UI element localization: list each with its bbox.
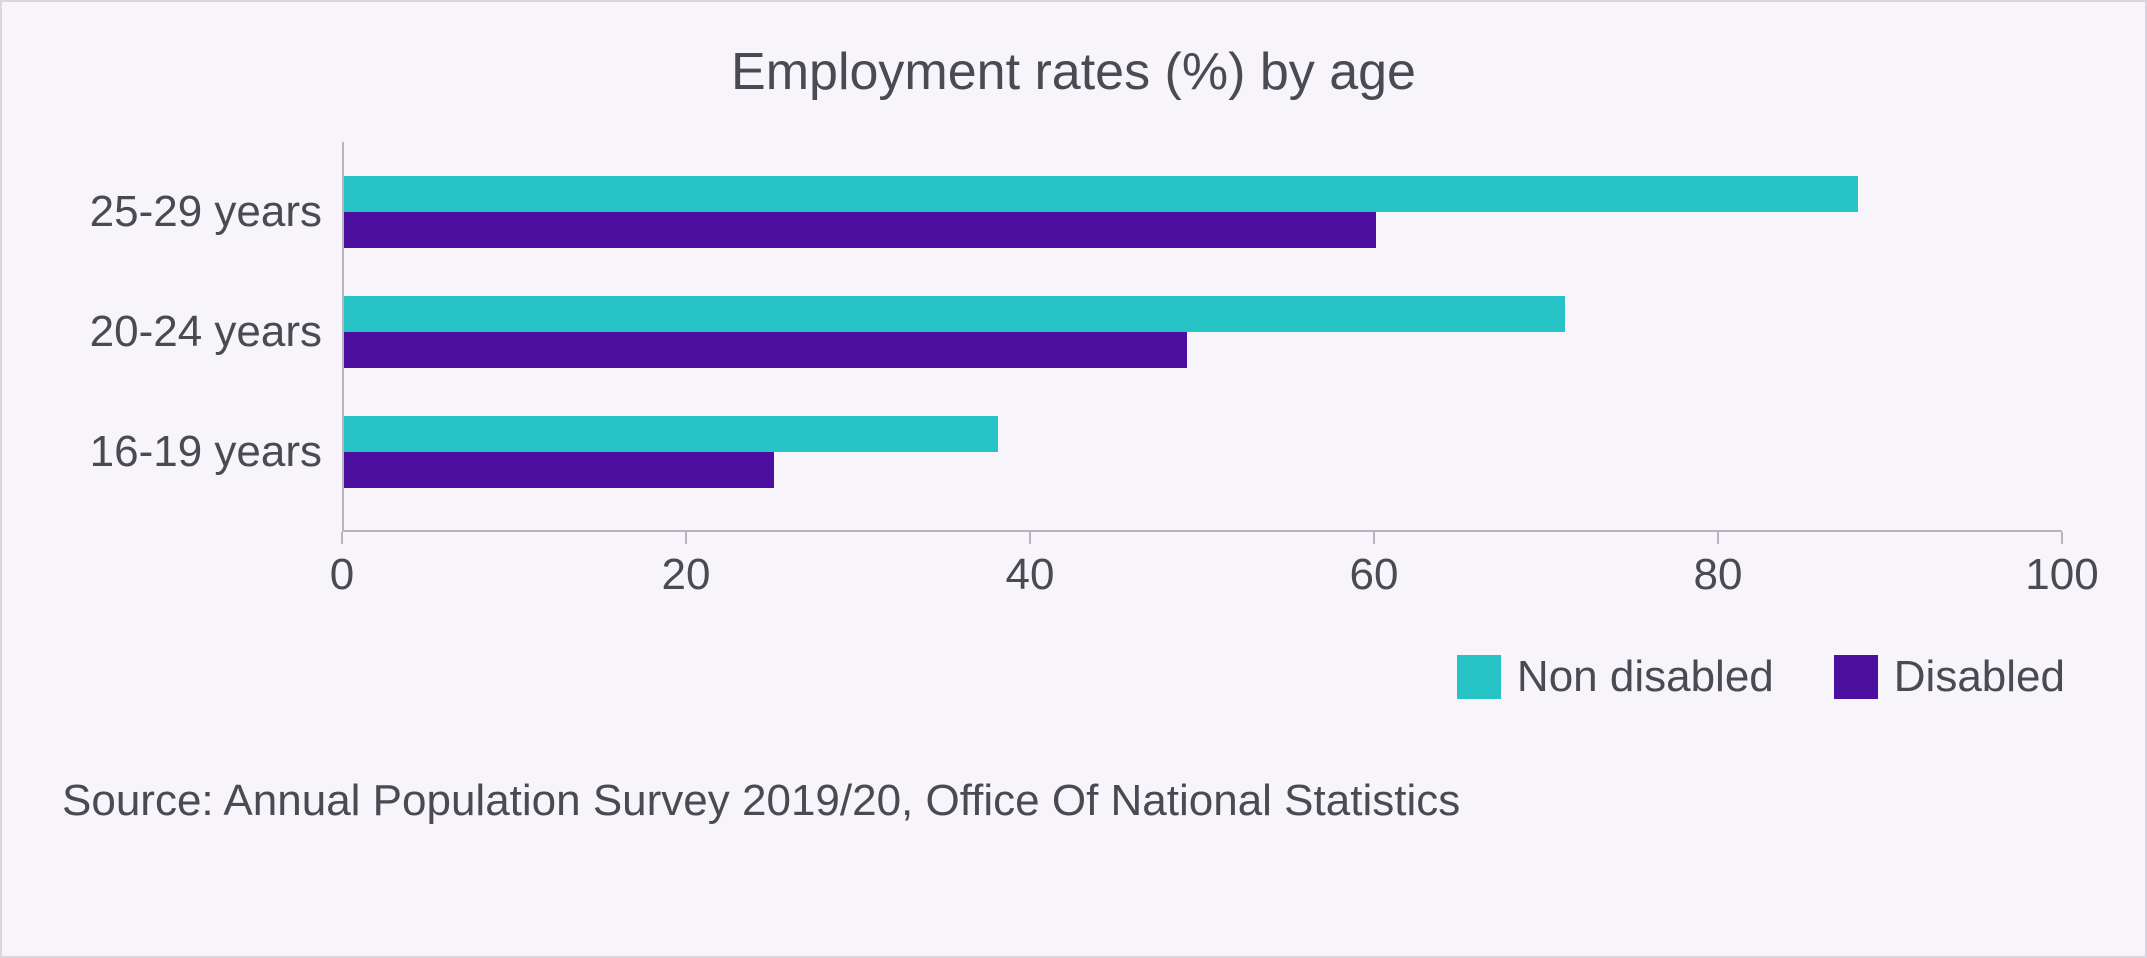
legend-label: Disabled xyxy=(1894,652,2065,702)
x-tick-label: 100 xyxy=(2025,550,2098,600)
category-row: 25-29 years xyxy=(62,152,2085,272)
chart-card: Employment rates (%) by age 25-29 years 2… xyxy=(0,0,2147,958)
y-axis-label: 25-29 years xyxy=(62,187,322,237)
legend: Non disabled Disabled xyxy=(62,652,2085,710)
x-tick-mark xyxy=(1373,532,1375,544)
bar-non-disabled xyxy=(344,296,1565,332)
category-row: 20-24 years xyxy=(62,272,2085,392)
bar-disabled xyxy=(344,212,1376,248)
legend-swatch xyxy=(1457,655,1501,699)
x-tick-label: 20 xyxy=(662,550,711,600)
x-tick-label: 0 xyxy=(330,550,354,600)
bar-non-disabled xyxy=(344,416,998,452)
bar-disabled xyxy=(344,452,774,488)
y-axis-label: 20-24 years xyxy=(62,307,322,357)
bar-disabled xyxy=(344,332,1187,368)
category-row: 16-19 years xyxy=(62,392,2085,512)
bar-non-disabled xyxy=(344,176,1858,212)
x-tick-label: 80 xyxy=(1694,550,1743,600)
x-tick-label: 40 xyxy=(1006,550,1055,600)
plot-area: 25-29 years20-24 years16-19 years 020406… xyxy=(62,142,2085,562)
legend-swatch xyxy=(1834,655,1878,699)
x-tick-mark xyxy=(685,532,687,544)
legend-item: Non disabled xyxy=(1457,652,1774,702)
x-axis-ticks: 020406080100 xyxy=(342,532,2062,592)
source-note: Source: Annual Population Survey 2019/20… xyxy=(62,770,1662,832)
x-tick-mark xyxy=(2061,532,2063,544)
x-tick-mark xyxy=(341,532,343,544)
legend-item: Disabled xyxy=(1834,652,2065,702)
x-tick-mark xyxy=(1029,532,1031,544)
y-axis-label: 16-19 years xyxy=(62,427,322,477)
legend-label: Non disabled xyxy=(1517,652,1774,702)
x-tick-mark xyxy=(1717,532,1719,544)
x-tick-label: 60 xyxy=(1350,550,1399,600)
chart-title: Employment rates (%) by age xyxy=(62,42,2085,102)
